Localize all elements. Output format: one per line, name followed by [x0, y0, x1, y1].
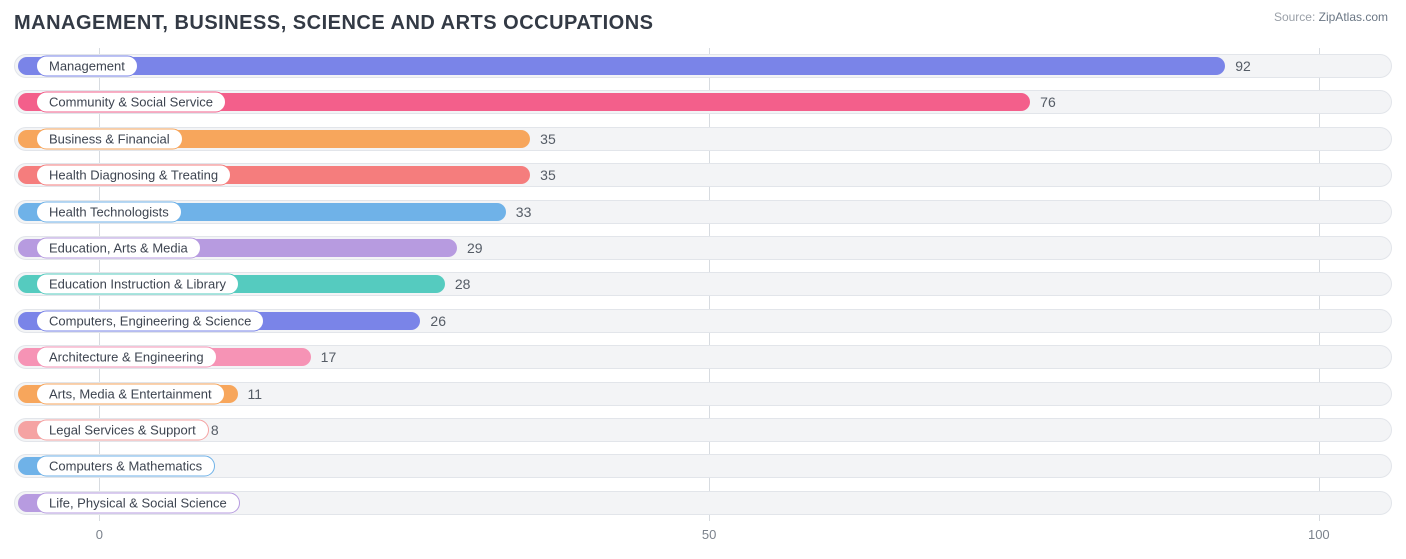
- bar-value: 26: [430, 313, 446, 329]
- bar-row: Education Instruction & Library 28: [14, 270, 1392, 298]
- chart-title: MANAGEMENT, BUSINESS, SCIENCE AND ARTS O…: [14, 12, 653, 35]
- bar-row: Legal Services & Support8: [14, 416, 1392, 444]
- bars-container: Management 92 Community & Social Service 76…: [14, 48, 1392, 521]
- bar-row: Community & Social Service 76: [14, 88, 1392, 116]
- bar-value: 92: [1235, 58, 1251, 74]
- bar-row: Computers & Mathematics6: [14, 452, 1392, 480]
- bar-value: 29: [467, 240, 483, 256]
- bar-label: Education Instruction & Library: [36, 274, 239, 295]
- bar-value: 35: [540, 131, 556, 147]
- bar-row: Architecture & Engineering 17: [14, 343, 1392, 371]
- source-label: Source:: [1274, 10, 1315, 24]
- bar-track: [14, 454, 1392, 478]
- x-tick: 50: [702, 527, 716, 542]
- bar-row: Computers, Engineering & Science 26: [14, 307, 1392, 335]
- x-tick: 0: [96, 527, 103, 542]
- bar-value: 8: [211, 422, 219, 438]
- bar-row: Health Technologists 33: [14, 198, 1392, 226]
- x-tick: 100: [1308, 527, 1330, 542]
- chart-area: Management 92 Community & Social Service 76…: [14, 48, 1392, 521]
- bar-label: Architecture & Engineering: [36, 347, 217, 368]
- bar-value: 28: [455, 276, 471, 292]
- bar-label: Education, Arts & Media: [36, 238, 201, 259]
- bar-row: Life, Physical & Social Science3: [14, 489, 1392, 517]
- bar-label: Computers & Mathematics: [36, 456, 215, 477]
- bar-label: Health Technologists: [36, 201, 182, 222]
- bar-row: Education, Arts & Media 29: [14, 234, 1392, 262]
- bar-row: Business & Financial 35: [14, 125, 1392, 153]
- bar-value: 33: [516, 204, 532, 220]
- bar-row: Management 92: [14, 52, 1392, 80]
- source-attribution: Source: ZipAtlas.com: [1274, 10, 1388, 24]
- bar-label: Community & Social Service: [36, 92, 226, 113]
- bar-track: [14, 418, 1392, 442]
- source-name: ZipAtlas.com: [1319, 10, 1388, 24]
- x-axis: 0 50 100: [14, 527, 1392, 545]
- bar-value: 76: [1040, 94, 1056, 110]
- bar-label: Business & Financial: [36, 128, 183, 149]
- bar-label: Computers, Engineering & Science: [36, 310, 264, 331]
- bar-value: 11: [248, 386, 263, 402]
- bar-label: Arts, Media & Entertainment: [36, 383, 225, 404]
- bar-value: 35: [540, 167, 556, 183]
- bar-fill: [18, 57, 1225, 75]
- bar-label: Life, Physical & Social Science: [36, 492, 240, 513]
- bar-value: 17: [321, 349, 337, 365]
- bar-label: Health Diagnosing & Treating: [36, 165, 231, 186]
- bar-label: Management: [36, 56, 138, 77]
- bar-row: Arts, Media & Entertainment 11: [14, 380, 1392, 408]
- bar-row: Health Diagnosing & Treating 35: [14, 161, 1392, 189]
- bar-label: Legal Services & Support: [36, 420, 209, 441]
